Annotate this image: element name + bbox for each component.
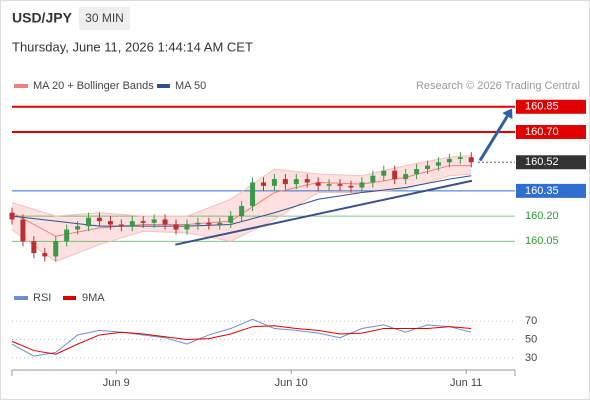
candle-body [348, 185, 354, 188]
candle-body [9, 212, 15, 220]
candle-body [326, 184, 332, 186]
candle-body [315, 182, 321, 186]
candle-body [304, 179, 310, 183]
interval-box [79, 7, 130, 30]
legend-label: RSI [33, 292, 51, 304]
y-tick-label: 50 [525, 333, 537, 345]
candle-body [392, 170, 398, 180]
candle-body [261, 182, 266, 186]
candle-body [129, 221, 135, 227]
candle-body [403, 174, 409, 180]
y-tick-label: 30 [525, 352, 537, 364]
candle-body [250, 182, 256, 206]
candle-body [228, 216, 234, 223]
candle-body [446, 158, 452, 163]
candle-body [31, 241, 37, 254]
candle-body [173, 224, 179, 230]
candle-body [118, 224, 124, 227]
candle-body [457, 157, 463, 159]
price-label: 160.85 [525, 101, 559, 113]
credit: Research © 2026 Trading Central [416, 80, 580, 92]
candle-body [162, 219, 168, 225]
price-label: 160.52 [525, 156, 559, 168]
candle-body [217, 222, 223, 225]
price-label-box [516, 125, 586, 139]
candle-body [53, 241, 59, 257]
candle-body [42, 253, 48, 257]
price-label-box [516, 155, 586, 170]
candle-body [151, 219, 157, 223]
candle-body [337, 184, 343, 186]
candle-body [293, 179, 299, 185]
candle-body [75, 226, 81, 230]
legend-label: MA 20 + Bollinger Bands [33, 80, 154, 92]
candle-body [359, 182, 365, 188]
candle-body [107, 221, 113, 225]
candle-body [86, 217, 92, 227]
candle-body [64, 229, 70, 242]
rsi-line [11, 325, 472, 355]
candle-body [239, 206, 245, 217]
candle-body [381, 170, 387, 176]
candle-body [282, 179, 288, 185]
trend-line [175, 179, 473, 246]
legend-label: 9MA [82, 292, 105, 304]
candle-body [140, 221, 146, 223]
price-label-box [516, 99, 586, 114]
candle-body [20, 219, 26, 242]
price-label-box [516, 183, 586, 198]
candle-body [425, 165, 431, 169]
price-label: 160.05 [525, 235, 559, 247]
candle-body [195, 222, 201, 225]
forecast-arrow [478, 115, 509, 162]
candle-body [435, 162, 441, 166]
candle-body [184, 224, 190, 230]
price-label: 160.70 [525, 126, 559, 138]
candle-body [96, 217, 102, 222]
candle-body [206, 222, 212, 225]
candle-body [370, 175, 376, 183]
symbol: USD/JPY [12, 10, 73, 26]
candle-body [414, 169, 420, 175]
y-tick-label: 70 [525, 315, 537, 327]
price-label: 160.35 [525, 185, 559, 197]
x-tick-label: Jun 9 [103, 377, 130, 389]
interval: 30 MIN [85, 11, 124, 25]
x-tick-label: Jun 11 [450, 377, 482, 389]
candle-body [271, 179, 277, 186]
band-edge [11, 173, 472, 263]
ma-line [11, 175, 472, 227]
legend-label: MA 50 [175, 80, 206, 92]
arrow-head [502, 108, 513, 120]
x-tick-label: Jun 10 [275, 377, 308, 389]
price-label: 160.20 [525, 210, 559, 222]
candle-body [468, 157, 474, 163]
datetime: Thursday, June 11, 2026 1:44:14 AM CET [12, 39, 253, 54]
